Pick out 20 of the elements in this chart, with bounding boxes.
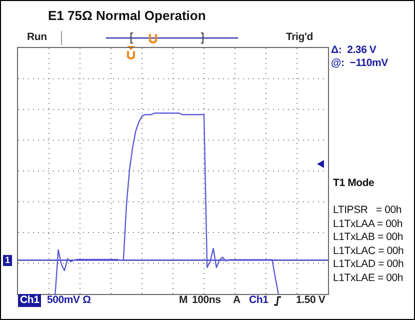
text: L1TxLAA = 00h	[333, 218, 402, 230]
annotation: 1.50 V	[296, 294, 326, 307]
annotation: A	[233, 294, 240, 307]
annotation: Ch1	[249, 294, 268, 307]
chart-title: E1 75Ω Normal Operation	[48, 8, 206, 23]
text: L1TxLAB = 00h	[333, 231, 404, 244]
annotation: M	[179, 294, 188, 307]
text: L1TxLAC = 00h	[333, 244, 404, 258]
text: 1	[3, 255, 12, 266]
text: Run	[27, 31, 47, 44]
text: Trig'd	[286, 31, 313, 44]
annotation: 500mV Ω	[47, 294, 91, 307]
annotation: Ch1	[18, 294, 42, 307]
text: L1TxLAE = 00h	[333, 272, 404, 284]
text: T1 Mode	[333, 177, 374, 190]
text: Δ: 2.36 V	[331, 44, 376, 57]
text: L1TxLAD = 00h	[333, 258, 404, 271]
text: LTIPSR = 00h	[333, 204, 402, 217]
annotation: 100ns	[192, 294, 221, 307]
text: @: −110mV	[331, 57, 388, 70]
